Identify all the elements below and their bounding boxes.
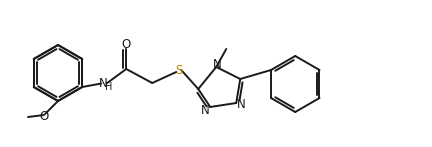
Text: S: S bbox=[175, 64, 183, 76]
Text: N: N bbox=[99, 76, 108, 90]
Text: N: N bbox=[237, 97, 246, 111]
Text: O: O bbox=[122, 37, 131, 51]
Text: O: O bbox=[39, 110, 49, 122]
Text: H: H bbox=[105, 82, 112, 92]
Text: N: N bbox=[201, 103, 210, 117]
Text: N: N bbox=[213, 57, 222, 71]
